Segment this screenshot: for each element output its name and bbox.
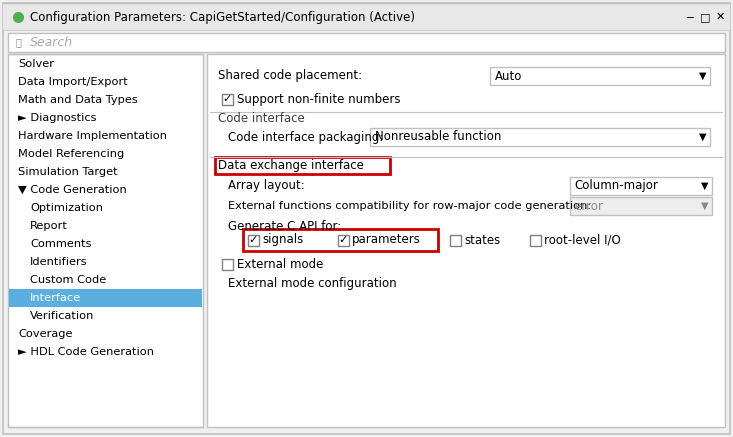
Text: Data exchange interface: Data exchange interface [218,160,364,173]
Text: Comments: Comments [30,239,92,249]
Bar [338,235,349,246]
FancyBboxPatch shape [3,3,730,434]
Bar [222,94,233,105]
Bar [450,235,461,246]
Text: ▼: ▼ [699,132,707,142]
Text: Search: Search [30,36,73,49]
Text: ✓: ✓ [339,235,348,245]
Text: External mode configuration: External mode configuration [228,277,397,291]
Text: root-level I/O: root-level I/O [544,233,621,246]
Text: Interface: Interface [30,293,81,303]
Text: Math and Data Types: Math and Data Types [18,95,138,105]
Text: Custom Code: Custom Code [30,275,106,285]
Text: ─: ─ [687,12,693,22]
Text: Identifiers: Identifiers [30,257,88,267]
Text: Nonreusable function: Nonreusable function [375,131,501,143]
Text: Configuration Parameters: CapiGetStarted/Configuration (Active): Configuration Parameters: CapiGetStarted… [30,10,415,24]
Text: 🔍: 🔍 [15,38,21,48]
Text: Array layout:: Array layout: [228,180,305,193]
Bar [8,54,203,427]
Text: Support non-finite numbers: Support non-finite numbers [237,93,400,105]
Bar [370,128,710,146]
Text: Data Import/Export: Data Import/Export [18,77,128,87]
Text: Solver: Solver [18,59,54,69]
Bar [530,235,541,246]
Text: Code interface: Code interface [218,112,305,125]
Text: ► Diagnostics: ► Diagnostics [18,113,97,123]
Bar [570,197,712,215]
Text: Model Referencing: Model Referencing [18,149,125,159]
Text: External mode: External mode [237,257,323,271]
Text: Shared code placement:: Shared code placement: [218,69,362,81]
Text: ► HDL Code Generation: ► HDL Code Generation [18,347,154,357]
Bar [207,54,725,427]
Text: ▼ Code Generation: ▼ Code Generation [18,185,127,195]
Text: states: states [464,233,500,246]
Text: Coverage: Coverage [18,329,73,339]
Text: ✕: ✕ [715,12,725,22]
Bar [8,33,725,52]
Text: ▼: ▼ [699,71,707,81]
Text: ✓: ✓ [248,235,258,245]
Text: ▼: ▼ [701,201,709,211]
Text: External functions compatibility for row-major code generation:: External functions compatibility for row… [228,201,592,211]
Text: ✓: ✓ [223,94,232,104]
Text: Hardware Implementation: Hardware Implementation [18,131,167,141]
Text: Column-major: Column-major [574,180,658,193]
Text: Report: Report [30,221,68,231]
Text: ▼: ▼ [701,181,709,191]
Bar [248,235,259,246]
Bar [490,67,710,85]
Bar [222,259,233,270]
Text: Optimization: Optimization [30,203,103,213]
Text: error: error [574,200,603,212]
Bar [570,177,712,195]
Text: Verification: Verification [30,311,95,321]
Text: Simulation Target: Simulation Target [18,167,117,177]
Text: □: □ [700,12,710,22]
Text: Generate C API for:: Generate C API for: [228,219,342,232]
Text: signals: signals [262,233,303,246]
Text: Auto: Auto [495,69,523,83]
Text: parameters: parameters [352,233,421,246]
Bar [3,3,730,30]
Text: Code interface packaging:: Code interface packaging: [228,131,383,143]
Bar [9,289,202,307]
